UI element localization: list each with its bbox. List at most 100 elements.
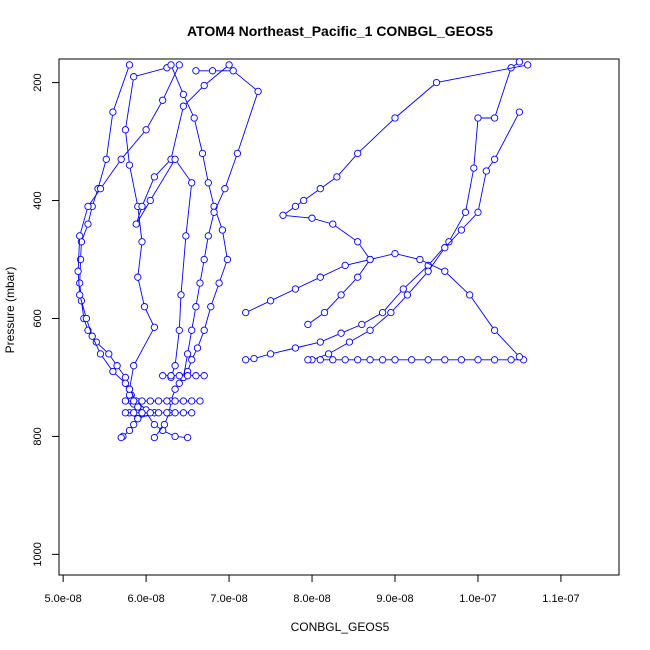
- data-point: [354, 356, 362, 364]
- y-tick-label: 400: [32, 191, 44, 209]
- data-point: [167, 61, 175, 69]
- data-point: [160, 420, 169, 429]
- y-tick-label: 1000: [32, 542, 44, 566]
- data-point: [196, 397, 204, 405]
- series-line: [245, 253, 520, 358]
- data-point: [117, 155, 125, 163]
- data-point: [196, 279, 204, 287]
- data-point: [121, 373, 130, 382]
- data-point: [159, 96, 167, 104]
- data-point: [175, 61, 183, 69]
- data-point: [76, 279, 84, 287]
- x-tick-label: 9.0e-08: [376, 593, 413, 605]
- data-point: [320, 308, 329, 317]
- data-point: [182, 232, 190, 240]
- data-point: [490, 114, 499, 122]
- data-point: [366, 356, 374, 364]
- data-point: [441, 356, 449, 364]
- data-point: [399, 285, 407, 293]
- data-point: [138, 202, 146, 211]
- data-point: [333, 173, 341, 181]
- data-point: [146, 409, 154, 417]
- data-point: [457, 226, 466, 234]
- data-point: [177, 291, 185, 299]
- data-point: [109, 108, 117, 116]
- data-point: [134, 273, 142, 281]
- data-point: [183, 372, 192, 380]
- data-point: [387, 308, 395, 317]
- data-point: [150, 433, 159, 442]
- data-point: [329, 356, 337, 364]
- data-point: [193, 344, 202, 352]
- data-point: [242, 308, 250, 317]
- profile-series: [316, 356, 528, 364]
- data-point: [432, 78, 441, 87]
- profile-series: [74, 61, 192, 442]
- data-point: [188, 397, 196, 405]
- data-point: [515, 108, 524, 116]
- data-point: [154, 409, 163, 417]
- series-line: [79, 64, 147, 438]
- data-point: [138, 238, 146, 246]
- data-point: [130, 420, 138, 429]
- y-tick-label: 200: [32, 73, 44, 91]
- data-point: [200, 81, 208, 90]
- data-point: [113, 362, 121, 370]
- data-point: [524, 61, 532, 69]
- data-point: [225, 61, 233, 69]
- data-point: [354, 273, 362, 281]
- data-point: [192, 67, 200, 75]
- y-axis: 200 400 600 800 1000: [32, 73, 60, 567]
- data-point: [407, 356, 416, 364]
- data-point: [229, 67, 237, 75]
- data-point: [163, 397, 171, 405]
- data-point: [221, 185, 229, 193]
- data-point: [82, 314, 91, 323]
- data-point: [378, 308, 387, 317]
- data-point: [179, 409, 188, 417]
- data-point: [366, 326, 374, 334]
- data-point: [474, 356, 482, 364]
- data-point: [130, 397, 138, 405]
- data-point: [132, 220, 140, 228]
- data-point: [291, 202, 300, 211]
- data-point: [208, 67, 217, 75]
- data-point: [200, 372, 208, 380]
- data-point: [291, 285, 300, 293]
- data-point: [171, 409, 179, 417]
- data-point: [233, 149, 242, 158]
- x-tick-label: 7.0e-08: [210, 593, 247, 605]
- data-point: [424, 267, 432, 275]
- y-tick-label: 600: [32, 309, 44, 327]
- data-point: [179, 90, 188, 99]
- profile-series: [132, 61, 233, 382]
- data-point: [179, 102, 188, 110]
- data-point: [354, 149, 362, 158]
- x-tick-label: 5.0e-08: [44, 593, 81, 605]
- data-point: [198, 149, 207, 158]
- data-point: [200, 326, 208, 334]
- data-point: [192, 372, 200, 380]
- data-point: [183, 433, 192, 442]
- data-point: [358, 320, 366, 329]
- data-point: [207, 303, 215, 311]
- profile-series: [121, 64, 171, 423]
- data-point: [138, 397, 146, 405]
- data-point: [466, 291, 474, 299]
- data-point: [171, 362, 179, 370]
- data-point: [150, 173, 159, 181]
- data-point: [457, 356, 466, 364]
- data-point: [146, 196, 154, 205]
- data-point: [470, 164, 478, 172]
- data-point: [345, 338, 354, 346]
- data-point: [391, 356, 399, 364]
- data-point: [175, 326, 183, 334]
- series-line: [281, 64, 528, 325]
- data-point: [474, 114, 482, 122]
- data-point: [218, 226, 227, 234]
- data-point: [300, 196, 308, 205]
- profile-series: [150, 61, 232, 442]
- profile-series: [121, 409, 196, 417]
- data-point: [150, 323, 159, 331]
